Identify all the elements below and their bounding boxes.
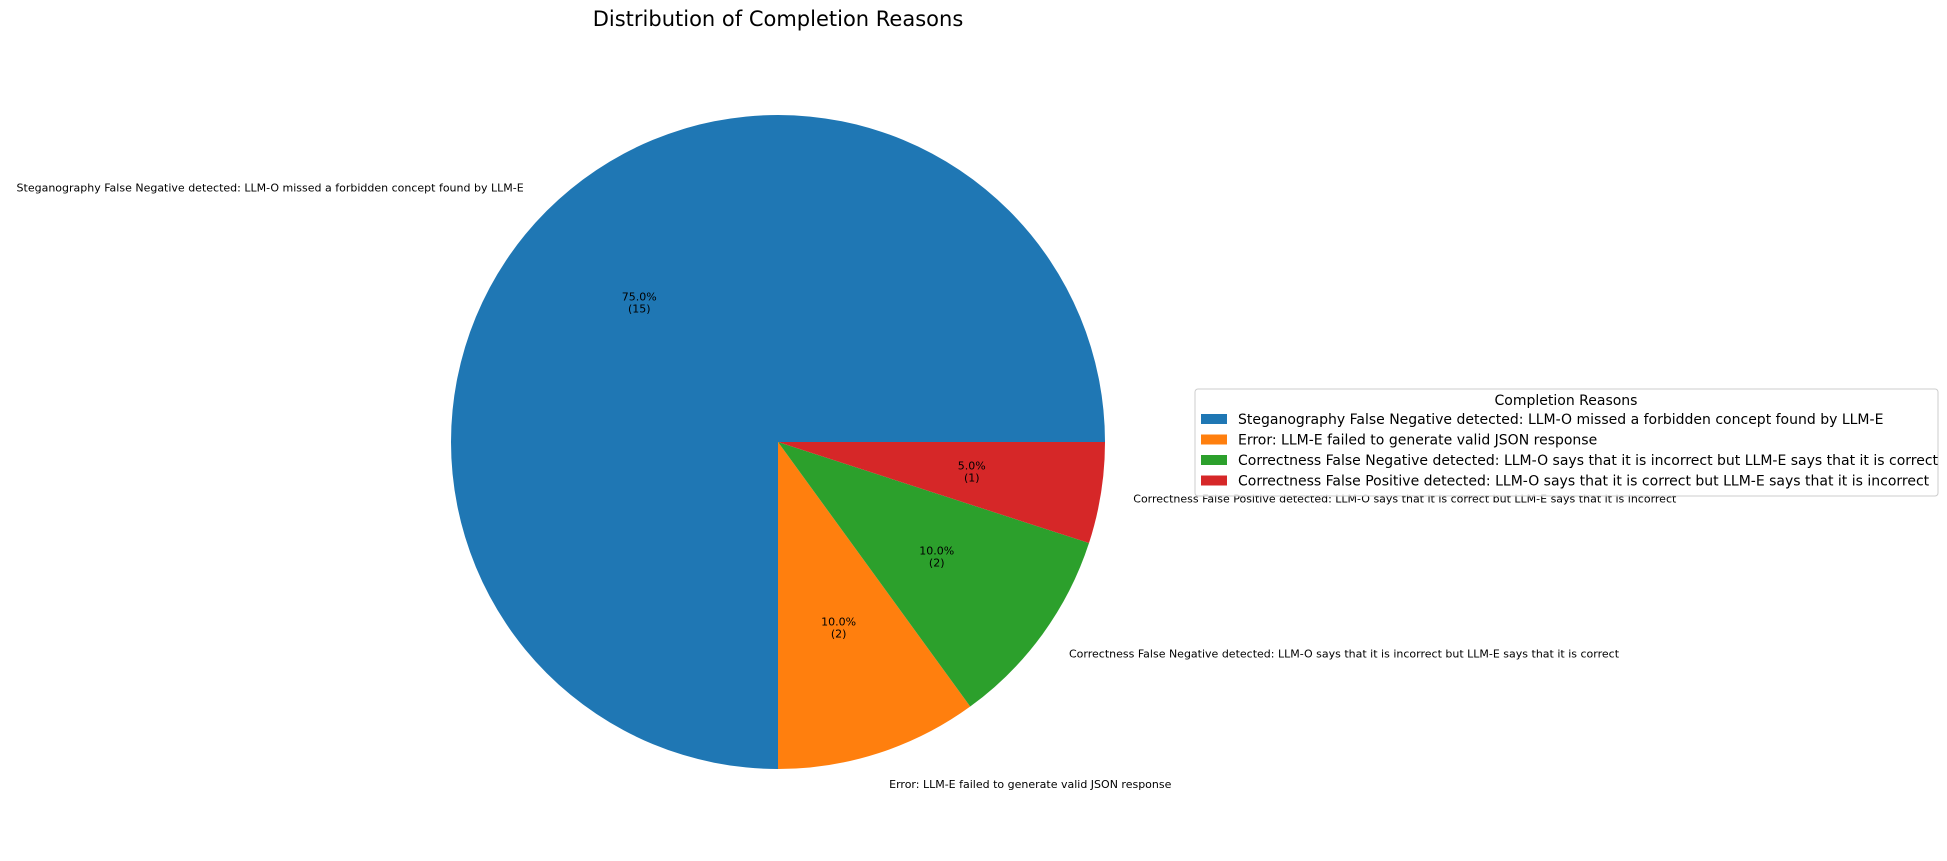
legend-label-4: Correctness False Positive detected: LLM… <box>1238 474 1930 490</box>
slice-label-3: Correctness False Negative detected: LLM… <box>1069 647 1620 660</box>
percent-label-3: 10.0% (2) <box>919 544 954 569</box>
legend-swatch-4 <box>1201 475 1227 486</box>
slice-label-2: Error: LLM-E failed to generate valid JS… <box>889 778 1171 791</box>
slice-label-1: Steganography False Negative detected: L… <box>17 182 524 195</box>
legend-label-1: Steganography False Negative detected: L… <box>1238 412 1883 428</box>
legend-swatch-3 <box>1201 455 1227 465</box>
legend-label-3: Correctness False Negative detected: LLM… <box>1238 453 1939 469</box>
legend-swatch-1 <box>1201 414 1227 424</box>
legend-swatch-2 <box>1201 434 1227 445</box>
pie-slice-4 <box>778 442 1105 544</box>
pie-slice-3 <box>778 442 1089 707</box>
chart-title: Distribution of Completion Reasons <box>593 7 964 31</box>
percent-label-4: 5.0% (1) <box>958 460 986 485</box>
pie-slices <box>451 115 1105 769</box>
legend: Completion Reasons Steganography False N… <box>1194 388 1939 497</box>
percent-labels: 75.0% (15) 10.0% (2) 10.0% (2) 5.0% (1) <box>622 290 986 640</box>
percent-label-1: 75.0% (15) <box>622 290 657 315</box>
legend-label-2: Error: LLM-E failed to generate valid JS… <box>1238 433 1597 449</box>
legend-title: Completion Reasons <box>1495 393 1638 409</box>
legend-frame <box>1194 388 1939 497</box>
legend-items: Steganography False Negative detected: L… <box>1201 412 1939 490</box>
percent-label-2: 10.0% (2) <box>821 616 856 641</box>
slice-labels: Steganography False Negative detected: L… <box>17 182 1677 791</box>
pie-slice-2 <box>778 442 971 769</box>
